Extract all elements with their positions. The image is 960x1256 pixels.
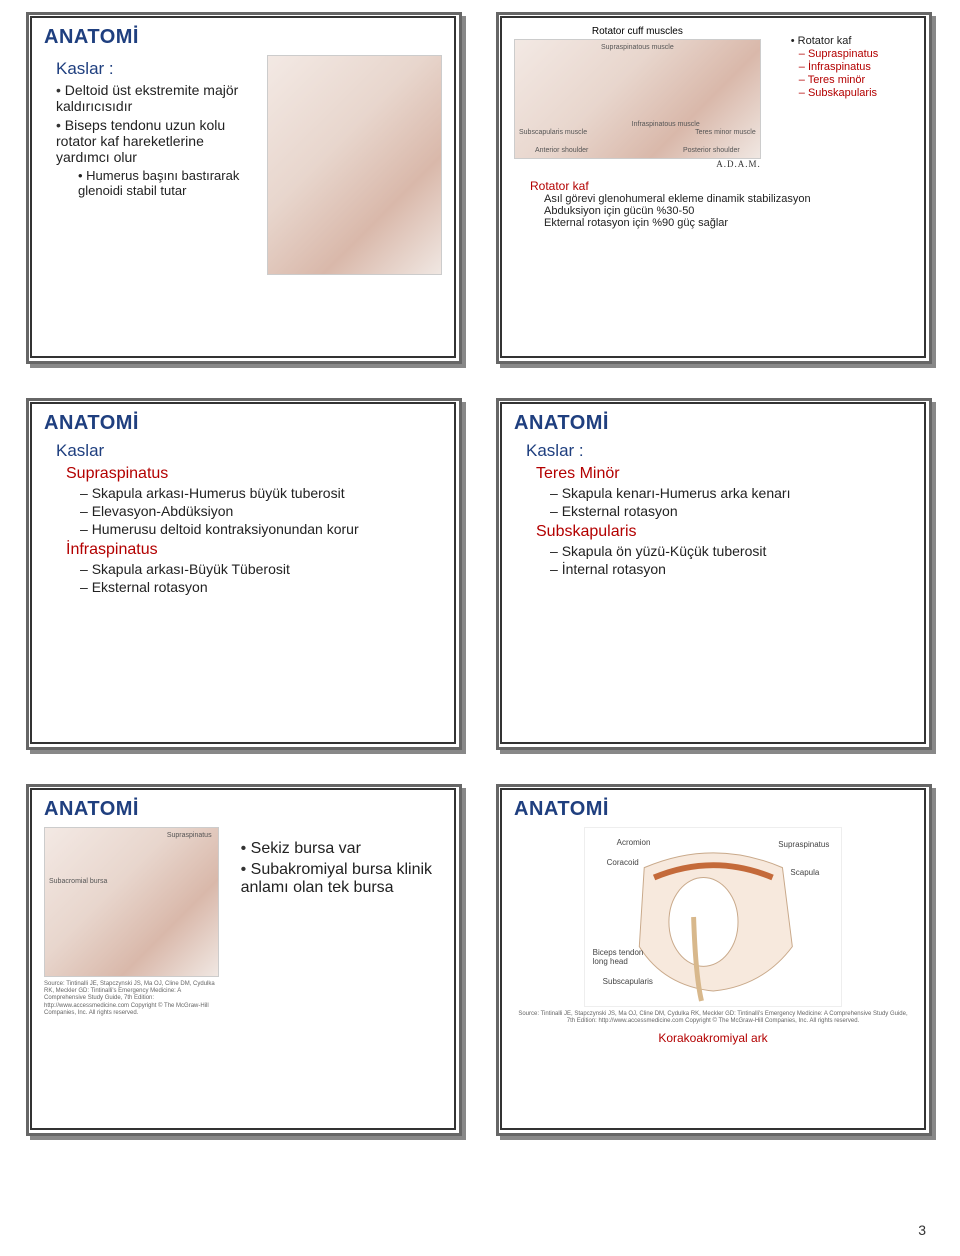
page-number: 3 <box>918 1222 926 1238</box>
shoulder-anatomy-image <box>267 55 443 275</box>
bottom-item: Ekternal rotasyon için %90 güç sağlar <box>544 217 912 229</box>
subhead: Kaslar : <box>56 59 259 79</box>
rotator-cuff-image: Supraspinatous muscle Subscapularis musc… <box>514 39 761 159</box>
adam-watermark: A.D.A.M. <box>514 159 761 169</box>
slide-grid: ANATOMİ Kaslar : Deltoid üst ekstremite … <box>0 0 960 1200</box>
slide-3: ANATOMİ Kaslar Supraspinatus Skapula ark… <box>24 396 466 754</box>
list-item: Eksternal rotasyon <box>550 503 912 519</box>
slide-1: ANATOMİ Kaslar : Deltoid üst ekstremite … <box>24 10 466 368</box>
bottom-item: Asıl görevi glenohumeral ekleme dinamik … <box>544 193 912 205</box>
diagram-label: Acromion <box>617 838 651 847</box>
bullet: Deltoid üst ekstremite majör kaldırıcısı… <box>56 82 259 114</box>
diagram-label: Scapula <box>790 868 819 877</box>
sub-bullet: • Humerus başını bastırarak glenoidi sta… <box>78 168 259 198</box>
source-citation: Source: Tintinalli JE, Stapczynski JS, M… <box>514 1011 912 1025</box>
list-item: Humerusu deltoid kontraksiyonundan korur <box>80 521 442 537</box>
bullet: Sekiz bursa var <box>241 840 442 858</box>
list-item: Supraspinatus <box>799 48 912 60</box>
list-item: Skapula arkası-Humerus büyük tuberosit <box>80 485 442 501</box>
bottom-item: Abduksiyon için gücün %30-50 <box>544 205 912 217</box>
list-item: Elevasyon-Abdüksiyon <box>80 503 442 519</box>
list-item: İnternal rotasyon <box>550 561 912 577</box>
muscle-name: Supraspinatus <box>66 465 442 483</box>
slide-title: ANATOMİ <box>44 26 442 49</box>
bursa-image: Supraspinatus Subacromial bursa <box>44 827 219 977</box>
muscle-name: Subskapularis <box>536 523 912 541</box>
diagram-label: Subscapularis <box>603 977 653 986</box>
bottom-caption: Korakoakromiyal ark <box>514 1031 912 1045</box>
list-item: Skapula arkası-Büyük Tüberosit <box>80 561 442 577</box>
slide-2: Rotator cuff muscles Supraspinatous musc… <box>494 10 936 368</box>
list-item: Teres minör <box>799 74 912 86</box>
slide-title: ANATOMİ <box>514 798 912 821</box>
slide-4: ANATOMİ Kaslar : Teres Minör Skapula ken… <box>494 396 936 754</box>
list-item: İnfraspinatus <box>799 61 912 73</box>
subhead: Kaslar <box>56 441 442 461</box>
muscle-name: Teres Minör <box>536 465 912 483</box>
koracoacromial-diagram: Acromion Coracoid Supraspinatus Scapula … <box>584 827 843 1007</box>
slide-title: ANATOMİ <box>44 412 442 435</box>
bullet: Biseps tendonu uzun kolu rotator kaf har… <box>56 117 259 165</box>
slide-5: ANATOMİ Supraspinatus Subacromial bursa … <box>24 782 466 1140</box>
list-item: Skapula kenarı-Humerus arka kenarı <box>550 485 912 501</box>
diagram-label: Biceps tendon long head <box>593 948 653 966</box>
slide-title: ANATOMİ <box>44 798 442 821</box>
diagram-label: Supraspinatus <box>778 840 829 849</box>
list-item: Skapula ön yüzü-Küçük tuberosit <box>550 543 912 559</box>
source-citation: Source: Tintinalli JE, Stapczynski JS, M… <box>44 981 219 1017</box>
bullet: Subakromiyal bursa klinik anlamı olan te… <box>241 861 442 897</box>
slide-6: ANATOMİ Acromion Coracoid Supraspinatus … <box>494 782 936 1140</box>
subhead: Kaslar : <box>526 441 912 461</box>
list-head: Rotator kaf <box>791 35 912 47</box>
muscle-name: İnfraspinatus <box>66 541 442 559</box>
bottom-head: Rotator kaf <box>530 179 912 193</box>
list-item: Subskapularis <box>799 87 912 99</box>
slide-title: ANATOMİ <box>514 412 912 435</box>
diagram-label: Coracoid <box>607 858 639 867</box>
figure-title: Rotator cuff muscles <box>514 26 761 37</box>
list-item: Eksternal rotasyon <box>80 579 442 595</box>
